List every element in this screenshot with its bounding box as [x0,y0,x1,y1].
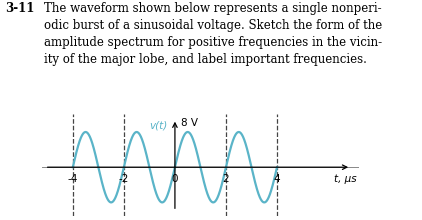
Text: 0: 0 [172,174,178,184]
Text: -2: -2 [119,174,129,184]
Text: 8 V: 8 V [181,119,198,128]
Text: 2: 2 [223,174,229,184]
Text: 3-11: 3-11 [5,2,35,15]
Text: v(t): v(t) [149,121,167,131]
Text: t, μs: t, μs [333,174,356,184]
Text: The waveform shown below represents a single nonperi-
odic burst of a sinusoidal: The waveform shown below represents a si… [44,2,383,66]
Text: 4: 4 [274,174,280,184]
Text: -4: -4 [68,174,78,184]
